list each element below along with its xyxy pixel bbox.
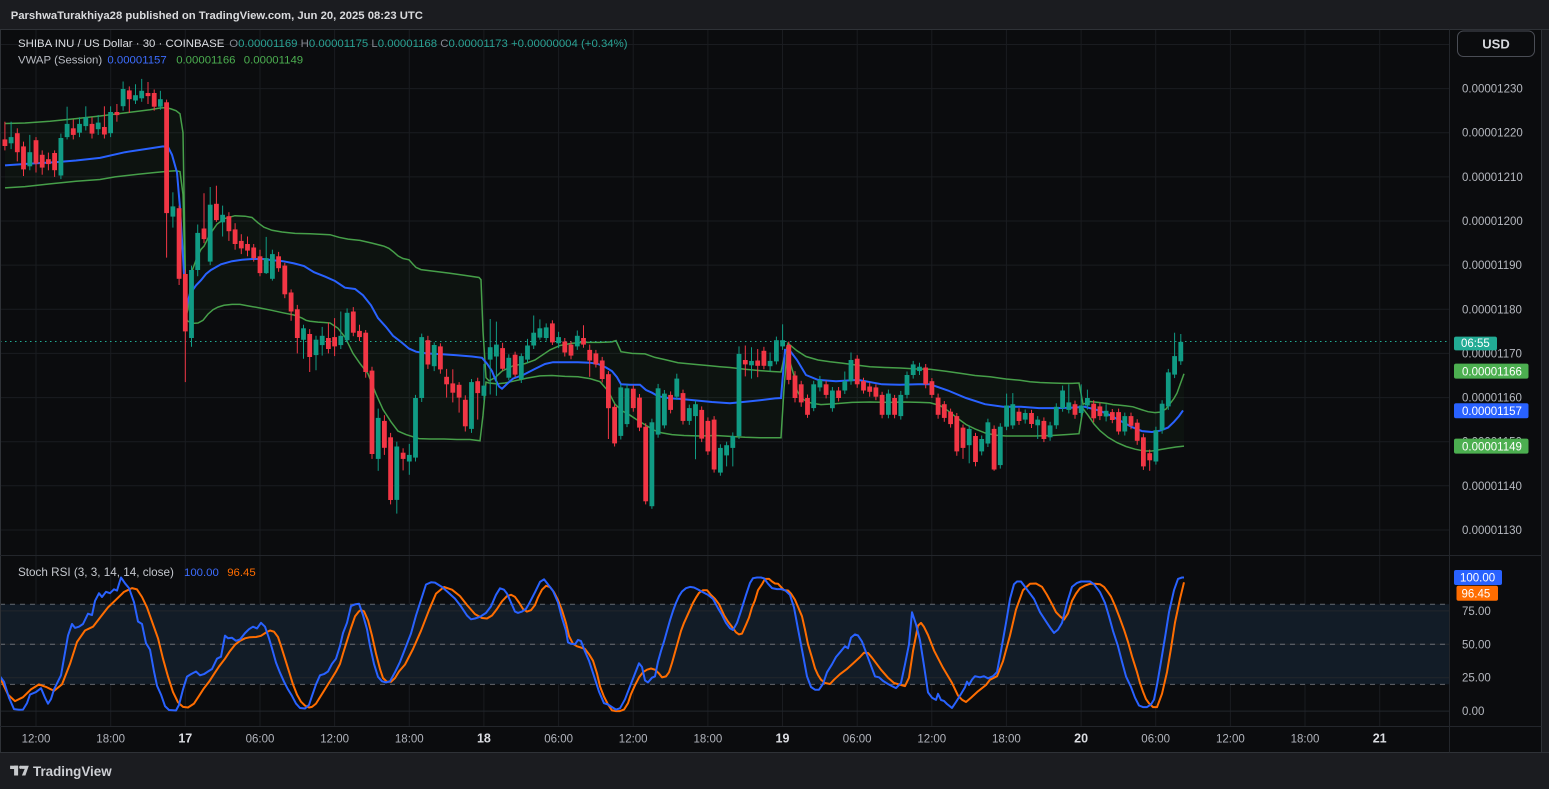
svg-text:75.00: 75.00 bbox=[1462, 606, 1491, 618]
svg-text:100.00: 100.00 bbox=[184, 567, 219, 579]
svg-text:17: 17 bbox=[178, 732, 192, 746]
svg-text:18:00: 18:00 bbox=[395, 734, 424, 746]
svg-text:18:00: 18:00 bbox=[1291, 734, 1320, 746]
svg-text:0.00001170: 0.00001170 bbox=[1462, 348, 1522, 360]
svg-text:06:00: 06:00 bbox=[843, 734, 872, 746]
svg-text:0.00001220: 0.00001220 bbox=[1462, 128, 1523, 140]
svg-text:25.00: 25.00 bbox=[1462, 673, 1491, 685]
svg-text:0.00: 0.00 bbox=[1462, 706, 1484, 718]
svg-text:12:00: 12:00 bbox=[619, 734, 648, 746]
svg-text:96.45: 96.45 bbox=[227, 567, 256, 579]
svg-text:0.00001157: 0.00001157 bbox=[1462, 406, 1522, 418]
svg-text:O0.00001169 H0.00001175 L0.000: O0.00001169 H0.00001175 L0.00001168 C0.0… bbox=[229, 38, 627, 50]
svg-text:19: 19 bbox=[776, 732, 790, 746]
svg-text:0.00001149: 0.00001149 bbox=[244, 54, 303, 66]
svg-text:0.00001166: 0.00001166 bbox=[176, 54, 235, 66]
svg-text:Stoch RSI (3, 3, 14, 14, close: Stoch RSI (3, 3, 14, 14, close) bbox=[18, 566, 174, 579]
svg-text:USD: USD bbox=[1482, 37, 1509, 52]
svg-text:0.00001130: 0.00001130 bbox=[1462, 525, 1522, 537]
svg-text:06:00: 06:00 bbox=[1141, 734, 1170, 746]
svg-text:0.00001230: 0.00001230 bbox=[1462, 84, 1523, 96]
svg-text:96.45: 96.45 bbox=[1462, 588, 1491, 600]
svg-text:VWAP (Session): VWAP (Session) bbox=[18, 54, 102, 66]
svg-text:0.00001149: 0.00001149 bbox=[1462, 441, 1522, 453]
svg-text:12:00: 12:00 bbox=[1216, 734, 1245, 746]
svg-text:06:00: 06:00 bbox=[544, 734, 573, 746]
svg-text:100.00: 100.00 bbox=[1460, 573, 1495, 585]
svg-text:0.00001166: 0.00001166 bbox=[1462, 366, 1522, 378]
svg-text:0.00001157: 0.00001157 bbox=[107, 54, 166, 66]
svg-text:0.00001190: 0.00001190 bbox=[1462, 260, 1522, 272]
svg-text:12:00: 12:00 bbox=[22, 734, 51, 746]
svg-text:TradingView: TradingView bbox=[33, 764, 112, 779]
svg-text:12:00: 12:00 bbox=[917, 734, 946, 746]
svg-text:06:00: 06:00 bbox=[246, 734, 275, 746]
svg-text:18:00: 18:00 bbox=[992, 734, 1021, 746]
svg-text:18: 18 bbox=[477, 732, 491, 746]
svg-text:0.00001140: 0.00001140 bbox=[1462, 481, 1522, 493]
svg-text:0.00001180: 0.00001180 bbox=[1462, 304, 1522, 316]
svg-text:0.00001210: 0.00001210 bbox=[1462, 172, 1523, 184]
svg-text:20: 20 bbox=[1074, 732, 1088, 746]
svg-text:06:55: 06:55 bbox=[1461, 338, 1490, 350]
svg-text:18:00: 18:00 bbox=[96, 734, 125, 746]
svg-text:12:00: 12:00 bbox=[320, 734, 349, 746]
svg-text:0.00001200: 0.00001200 bbox=[1462, 216, 1523, 228]
svg-text:ParshwaTurakhiya28 published o: ParshwaTurakhiya28 published on TradingV… bbox=[11, 10, 423, 22]
svg-text:0.00001160: 0.00001160 bbox=[1462, 393, 1522, 405]
svg-text:21: 21 bbox=[1373, 732, 1387, 746]
svg-text:50.00: 50.00 bbox=[1462, 639, 1491, 651]
svg-text:18:00: 18:00 bbox=[694, 734, 723, 746]
svg-text:SHIBA INU / US Dollar · 30 · C: SHIBA INU / US Dollar · 30 · COINBASE bbox=[18, 38, 225, 50]
